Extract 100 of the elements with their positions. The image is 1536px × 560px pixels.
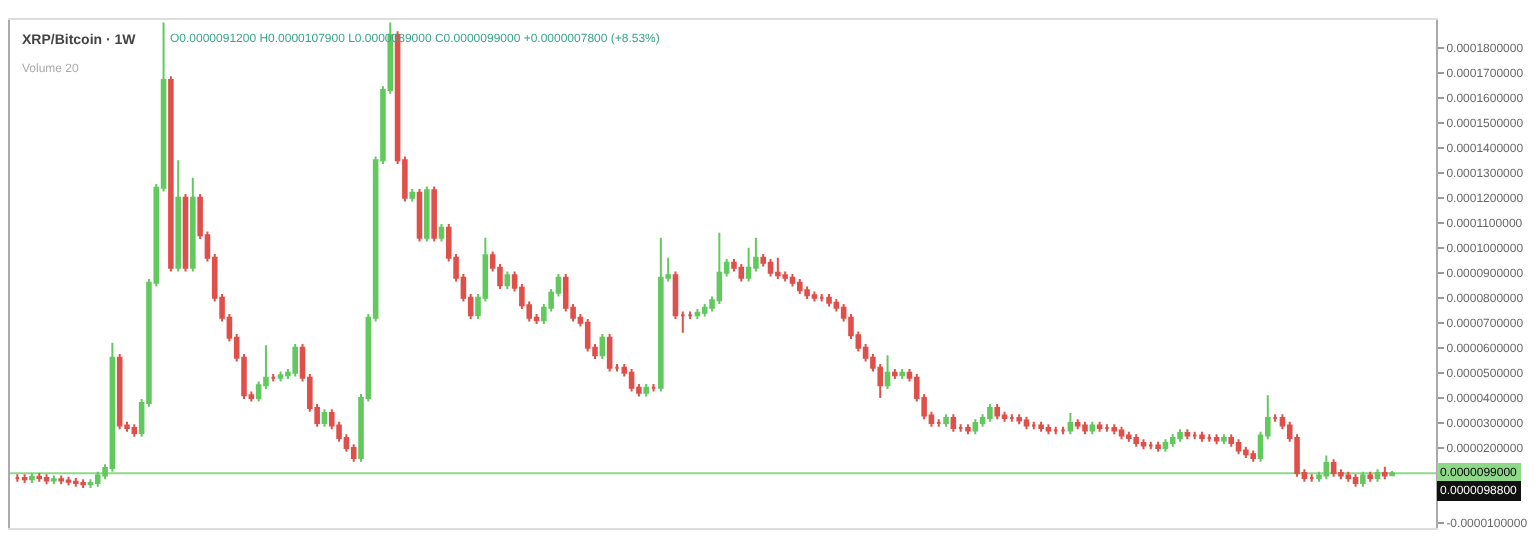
candlestick bbox=[694, 308, 701, 321]
candlestick bbox=[1352, 473, 1359, 488]
candlestick bbox=[1243, 445, 1249, 459]
candlestick bbox=[1126, 430, 1132, 443]
candlestick bbox=[321, 408, 328, 428]
candlestick bbox=[658, 236, 664, 393]
candlestick bbox=[1382, 465, 1388, 481]
candlestick bbox=[628, 368, 635, 393]
candlestick bbox=[892, 368, 898, 381]
candlestick bbox=[650, 383, 657, 393]
candlestick bbox=[182, 192, 189, 273]
candlestick bbox=[1082, 420, 1088, 436]
candlestick bbox=[504, 270, 511, 291]
candlestick bbox=[424, 185, 430, 243]
candlestick bbox=[87, 478, 94, 489]
candlestick bbox=[1184, 428, 1191, 441]
candlestick bbox=[987, 403, 993, 423]
candlestick bbox=[65, 475, 72, 487]
candlestick bbox=[1199, 430, 1205, 443]
candlestick bbox=[270, 373, 277, 383]
candlestick bbox=[972, 418, 979, 436]
candlestick bbox=[1001, 410, 1008, 423]
candlestick bbox=[438, 222, 445, 243]
candlestick bbox=[1038, 420, 1044, 433]
candlestick bbox=[29, 471, 35, 484]
candlestick bbox=[643, 383, 649, 398]
candlestick bbox=[606, 333, 613, 373]
candlestick bbox=[745, 246, 752, 283]
candlestick bbox=[190, 176, 196, 273]
candlestick bbox=[1213, 433, 1220, 446]
candlestick bbox=[1228, 433, 1235, 448]
candlestick bbox=[1206, 433, 1213, 443]
candlestick bbox=[277, 370, 284, 383]
candlestick bbox=[416, 187, 423, 243]
candlestick bbox=[1155, 440, 1161, 453]
candlestick bbox=[1374, 468, 1381, 483]
candlestick bbox=[701, 303, 708, 318]
candlestick bbox=[1089, 420, 1096, 436]
candlestick bbox=[1016, 413, 1022, 426]
candlestick bbox=[51, 474, 57, 486]
candlestick bbox=[1104, 423, 1110, 433]
candlestick bbox=[43, 473, 50, 486]
candlestick bbox=[168, 75, 174, 273]
candlestick bbox=[1221, 433, 1227, 446]
candlestick bbox=[1191, 430, 1198, 441]
candlestick bbox=[1367, 470, 1373, 483]
candlestick bbox=[1009, 413, 1015, 423]
candlestick bbox=[1096, 420, 1103, 433]
candlestick bbox=[884, 354, 891, 391]
candlestick bbox=[584, 318, 591, 353]
candlestick bbox=[1111, 423, 1118, 436]
candlestick bbox=[965, 423, 971, 436]
candlestick bbox=[1162, 438, 1169, 453]
candlestick bbox=[804, 285, 810, 301]
candlestick bbox=[1031, 420, 1037, 431]
candlestick bbox=[1052, 425, 1059, 436]
candlestick bbox=[1177, 428, 1183, 443]
candlestick bbox=[409, 187, 415, 203]
candlestick bbox=[1140, 438, 1147, 451]
candlestick bbox=[58, 474, 64, 486]
candlestick bbox=[1074, 418, 1081, 431]
candlestick bbox=[1067, 411, 1074, 436]
candlestick bbox=[80, 478, 86, 489]
candlestick bbox=[738, 263, 745, 283]
candlestick bbox=[36, 471, 43, 483]
candlestick bbox=[994, 403, 1001, 421]
candlestick bbox=[826, 293, 832, 308]
candlestick bbox=[1235, 438, 1242, 456]
candlestick bbox=[292, 343, 298, 378]
candlestick bbox=[431, 185, 437, 243]
candlestick bbox=[1133, 433, 1139, 448]
candlestick bbox=[1250, 449, 1256, 463]
candlestick bbox=[1045, 423, 1052, 436]
candlestick bbox=[950, 413, 957, 433]
candlestick bbox=[1345, 470, 1352, 483]
candlestick bbox=[943, 413, 949, 428]
candlestick bbox=[1323, 454, 1330, 481]
candlestick bbox=[1389, 469, 1395, 477]
candlestick bbox=[599, 333, 606, 361]
candlestick bbox=[1272, 413, 1278, 423]
candlestick bbox=[1060, 425, 1066, 436]
candlestick bbox=[935, 418, 942, 428]
candlestick bbox=[1169, 433, 1176, 448]
candlestick bbox=[175, 159, 181, 273]
candlestick bbox=[1330, 458, 1337, 478]
candlestick bbox=[1308, 473, 1315, 483]
candlestick bbox=[899, 368, 905, 381]
candlestick bbox=[73, 476, 79, 488]
candlestick bbox=[775, 256, 781, 280]
candlestick bbox=[797, 278, 803, 296]
candlestick bbox=[131, 423, 138, 438]
candlestick bbox=[789, 273, 796, 288]
candlestick bbox=[21, 473, 28, 484]
candlestick bbox=[109, 341, 116, 473]
candlestick bbox=[1118, 425, 1125, 441]
candlestick bbox=[818, 293, 825, 303]
candlestick bbox=[94, 470, 101, 488]
candlestick bbox=[716, 231, 723, 306]
candlestick bbox=[116, 353, 123, 431]
candlestick bbox=[1360, 470, 1366, 488]
